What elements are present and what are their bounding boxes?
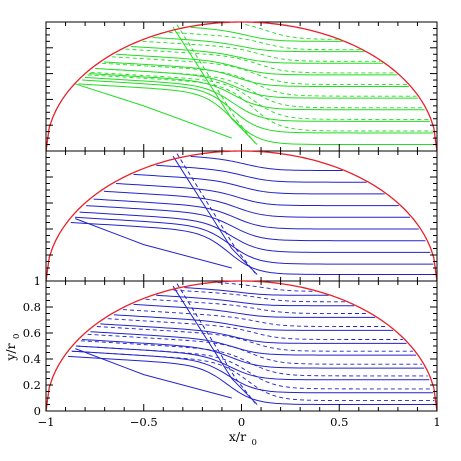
x-tick-label: 1: [433, 415, 440, 429]
shock-line: [75, 83, 232, 139]
streamline: [74, 216, 434, 265]
streamline: [79, 211, 431, 253]
streamline-dashed: [173, 289, 346, 303]
streamline: [133, 173, 385, 195]
streamline: [100, 323, 407, 344]
streamline: [190, 26, 343, 42]
streamline-dashed: [107, 318, 403, 340]
front-dashed: [176, 24, 256, 144]
streamline: [152, 36, 365, 53]
streamline-dashed: [123, 309, 389, 327]
x-tick-label: −0.5: [130, 415, 158, 429]
streamline: [133, 303, 376, 318]
streamline: [184, 287, 329, 296]
panel-frame: [45, 280, 438, 412]
panel-middle: [45, 150, 438, 282]
streamline: [156, 164, 367, 183]
streamline-dashed: [217, 282, 317, 292]
streamline: [156, 294, 355, 307]
streamline-dashed: [168, 31, 361, 51]
streamline: [86, 205, 426, 242]
streamline: [78, 83, 435, 146]
streamline: [190, 155, 343, 171]
front-dashed: [176, 153, 256, 274]
streamline-dashed: [142, 40, 381, 62]
streamline: [82, 79, 434, 134]
streamline: [103, 61, 409, 87]
streamline-dashed: [96, 326, 414, 352]
x-axis-label: x/r: [229, 429, 246, 444]
x-tick-label: 0.5: [330, 415, 348, 429]
panel-bottom: [45, 280, 438, 412]
semicircle-boundary: [45, 280, 438, 412]
shock-line: [75, 348, 232, 399]
front-dashed: [176, 283, 256, 404]
streamline: [88, 73, 425, 111]
streamline: [71, 350, 434, 394]
front-solid: [172, 155, 258, 275]
streamline: [82, 339, 425, 369]
front-solid: [172, 26, 258, 145]
x-tick-label: 0: [238, 415, 245, 429]
streamline: [70, 222, 435, 275]
shock-line: [75, 218, 232, 269]
streamline-dashed: [102, 62, 417, 97]
streamline-dashed: [90, 71, 430, 120]
front-solid: [172, 285, 258, 405]
y-tick-label: 0.6: [23, 326, 41, 340]
streamline-dashed: [87, 333, 422, 365]
x-tick-label: −1: [38, 415, 55, 429]
streamline: [90, 331, 417, 356]
y-axis-label-group: y/r 0: [3, 334, 22, 362]
y-axis-label: y/r: [3, 343, 18, 361]
streamline: [95, 67, 418, 99]
streamline: [116, 53, 398, 76]
y-axis-label-sub: 0: [12, 334, 22, 339]
streamline: [103, 190, 410, 218]
y-tick-label: 0.2: [23, 378, 41, 392]
streamline-dashed: [125, 48, 396, 74]
streamline: [76, 345, 430, 381]
streamline-dashed: [111, 56, 408, 86]
y-tick-label: 0.4: [23, 352, 41, 366]
x-axis-label-sub: 0: [252, 438, 257, 448]
streamline: [116, 183, 399, 207]
y-tick-label: 1: [34, 274, 41, 288]
streamline: [93, 198, 419, 230]
streamline-dashed: [87, 74, 433, 132]
y-tick-label: 0: [34, 404, 41, 418]
streamline: [130, 46, 383, 64]
streamline: [84, 76, 430, 122]
streamline: [113, 314, 393, 331]
y-tick-label: 0.8: [23, 300, 41, 314]
panel-top: [45, 21, 438, 152]
streamline-dashed: [245, 24, 338, 40]
